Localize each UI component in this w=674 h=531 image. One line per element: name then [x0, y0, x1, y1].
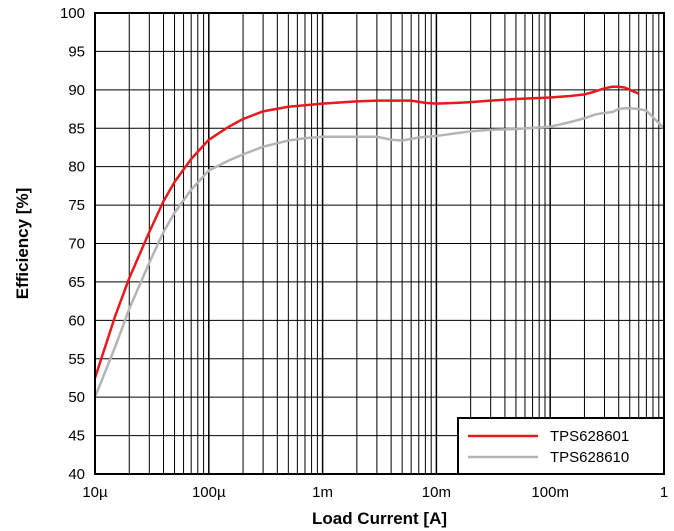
y-tick-label: 75 — [68, 197, 85, 214]
y-tick-label: 45 — [68, 428, 85, 445]
legend-label: TPS628601 — [550, 428, 629, 445]
y-tick-label: 60 — [68, 312, 85, 329]
x-tick-label: 1 — [660, 484, 668, 501]
x-tick-label: 100µ — [192, 484, 226, 501]
legend: TPS628601 TPS628610 — [457, 417, 665, 475]
y-tick-labels: 40 45 50 55 60 65 70 75 80 85 90 95 100 — [60, 5, 85, 483]
x-axis-title: Load Current [A] — [312, 509, 447, 528]
y-tick-label: 85 — [68, 120, 85, 137]
x-tick-label: 1m — [312, 484, 333, 501]
y-tick-label: 50 — [68, 389, 85, 406]
y-tick-label: 100 — [60, 5, 85, 22]
major-gridlines — [94, 12, 665, 475]
y-tick-label: 80 — [68, 159, 85, 176]
y-tick-label: 90 — [68, 82, 85, 99]
legend-label: TPS628610 — [550, 449, 629, 466]
y-tick-label: 95 — [68, 43, 85, 60]
y-tick-label: 65 — [68, 274, 85, 291]
y-tick-label: 55 — [68, 351, 85, 368]
series-line-tps628601 — [93, 85, 640, 379]
x-tick-labels: 10µ 100µ 1m 10m 100m 1 — [82, 484, 668, 501]
series-lines — [93, 85, 665, 398]
series-line-tps628610 — [93, 107, 665, 398]
x-tick-label: 100m — [531, 484, 569, 501]
plot-frame — [94, 12, 665, 475]
y-tick-label: 70 — [68, 236, 85, 253]
x-tick-label: 10µ — [82, 484, 108, 501]
y-axis-title: Efficiency [%] — [13, 188, 32, 299]
y-tick-label: 40 — [68, 466, 85, 483]
legend-box — [457, 417, 665, 475]
x-tick-label: 10m — [422, 484, 451, 501]
